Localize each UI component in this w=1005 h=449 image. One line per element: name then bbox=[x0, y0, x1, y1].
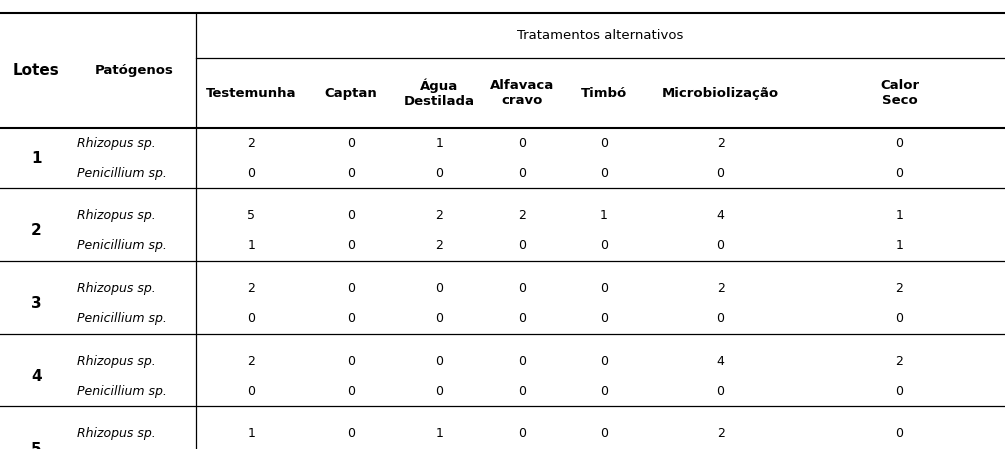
Text: 0: 0 bbox=[600, 355, 608, 368]
Text: 3: 3 bbox=[31, 296, 41, 311]
Text: 2: 2 bbox=[717, 282, 725, 295]
Text: Lotes: Lotes bbox=[13, 63, 59, 78]
Text: Rhizopus sp.: Rhizopus sp. bbox=[77, 427, 156, 440]
Text: Penicillium sp.: Penicillium sp. bbox=[77, 239, 167, 252]
Text: 0: 0 bbox=[519, 239, 526, 252]
Text: 1: 1 bbox=[600, 209, 608, 222]
Text: 0: 0 bbox=[717, 239, 725, 252]
Text: 2: 2 bbox=[717, 136, 725, 150]
Text: 1: 1 bbox=[435, 427, 443, 440]
Text: 0: 0 bbox=[895, 312, 903, 325]
Text: 4: 4 bbox=[717, 355, 725, 368]
Text: 0: 0 bbox=[600, 282, 608, 295]
Text: 0: 0 bbox=[600, 136, 608, 150]
Text: Penicillium sp.: Penicillium sp. bbox=[77, 312, 167, 325]
Text: 4: 4 bbox=[31, 369, 41, 384]
Text: Calor
Seco: Calor Seco bbox=[880, 79, 919, 107]
Text: 2: 2 bbox=[435, 239, 443, 252]
Text: Água
Destilada: Água Destilada bbox=[404, 79, 474, 108]
Text: 1: 1 bbox=[31, 150, 41, 166]
Text: 0: 0 bbox=[519, 167, 526, 180]
Text: 1: 1 bbox=[895, 209, 903, 222]
Text: 0: 0 bbox=[347, 209, 355, 222]
Text: Penicillium sp.: Penicillium sp. bbox=[77, 385, 167, 398]
Text: 0: 0 bbox=[519, 427, 526, 440]
Text: 2: 2 bbox=[247, 136, 255, 150]
Text: Patógenos: Patógenos bbox=[94, 64, 174, 77]
Text: 0: 0 bbox=[600, 312, 608, 325]
Text: 0: 0 bbox=[895, 136, 903, 150]
Text: Penicillium sp.: Penicillium sp. bbox=[77, 167, 167, 180]
Text: Rhizopus sp.: Rhizopus sp. bbox=[77, 209, 156, 222]
Text: Rhizopus sp.: Rhizopus sp. bbox=[77, 136, 156, 150]
Text: 2: 2 bbox=[435, 209, 443, 222]
Text: 0: 0 bbox=[435, 355, 443, 368]
Text: 0: 0 bbox=[519, 282, 526, 295]
Text: Tratamentos alternativos: Tratamentos alternativos bbox=[518, 30, 683, 42]
Text: 2: 2 bbox=[247, 355, 255, 368]
Text: 0: 0 bbox=[435, 282, 443, 295]
Text: Alfavaca
cravo: Alfavaca cravo bbox=[490, 79, 554, 107]
Text: 0: 0 bbox=[347, 282, 355, 295]
Text: 0: 0 bbox=[895, 167, 903, 180]
Text: 2: 2 bbox=[717, 427, 725, 440]
Text: 0: 0 bbox=[600, 385, 608, 398]
Text: Timbó: Timbó bbox=[581, 87, 627, 100]
Text: 0: 0 bbox=[519, 312, 526, 325]
Text: 5: 5 bbox=[247, 209, 255, 222]
Text: 2: 2 bbox=[895, 355, 903, 368]
Text: 5: 5 bbox=[31, 441, 41, 449]
Text: Captan: Captan bbox=[325, 87, 377, 100]
Text: 0: 0 bbox=[347, 385, 355, 398]
Text: Rhizopus sp.: Rhizopus sp. bbox=[77, 282, 156, 295]
Text: 0: 0 bbox=[247, 385, 255, 398]
Text: Testemunha: Testemunha bbox=[206, 87, 296, 100]
Text: 2: 2 bbox=[31, 223, 41, 238]
Text: 0: 0 bbox=[600, 239, 608, 252]
Text: 0: 0 bbox=[519, 136, 526, 150]
Text: Microbiolização: Microbiolização bbox=[662, 87, 779, 100]
Text: 0: 0 bbox=[435, 312, 443, 325]
Text: 0: 0 bbox=[347, 239, 355, 252]
Text: 0: 0 bbox=[347, 312, 355, 325]
Text: 0: 0 bbox=[600, 167, 608, 180]
Text: 4: 4 bbox=[717, 209, 725, 222]
Text: 0: 0 bbox=[600, 427, 608, 440]
Text: 2: 2 bbox=[519, 209, 526, 222]
Text: 0: 0 bbox=[519, 355, 526, 368]
Text: 1: 1 bbox=[895, 239, 903, 252]
Text: 0: 0 bbox=[435, 385, 443, 398]
Text: 0: 0 bbox=[717, 312, 725, 325]
Text: 0: 0 bbox=[435, 167, 443, 180]
Text: 0: 0 bbox=[347, 136, 355, 150]
Text: 0: 0 bbox=[717, 385, 725, 398]
Text: 0: 0 bbox=[247, 312, 255, 325]
Text: 0: 0 bbox=[519, 385, 526, 398]
Text: 2: 2 bbox=[247, 282, 255, 295]
Text: 0: 0 bbox=[895, 427, 903, 440]
Text: 0: 0 bbox=[247, 167, 255, 180]
Text: 2: 2 bbox=[895, 282, 903, 295]
Text: 0: 0 bbox=[347, 167, 355, 180]
Text: 0: 0 bbox=[347, 355, 355, 368]
Text: 1: 1 bbox=[247, 427, 255, 440]
Text: 0: 0 bbox=[347, 427, 355, 440]
Text: 0: 0 bbox=[895, 385, 903, 398]
Text: 1: 1 bbox=[247, 239, 255, 252]
Text: 1: 1 bbox=[435, 136, 443, 150]
Text: Rhizopus sp.: Rhizopus sp. bbox=[77, 355, 156, 368]
Text: 0: 0 bbox=[717, 167, 725, 180]
